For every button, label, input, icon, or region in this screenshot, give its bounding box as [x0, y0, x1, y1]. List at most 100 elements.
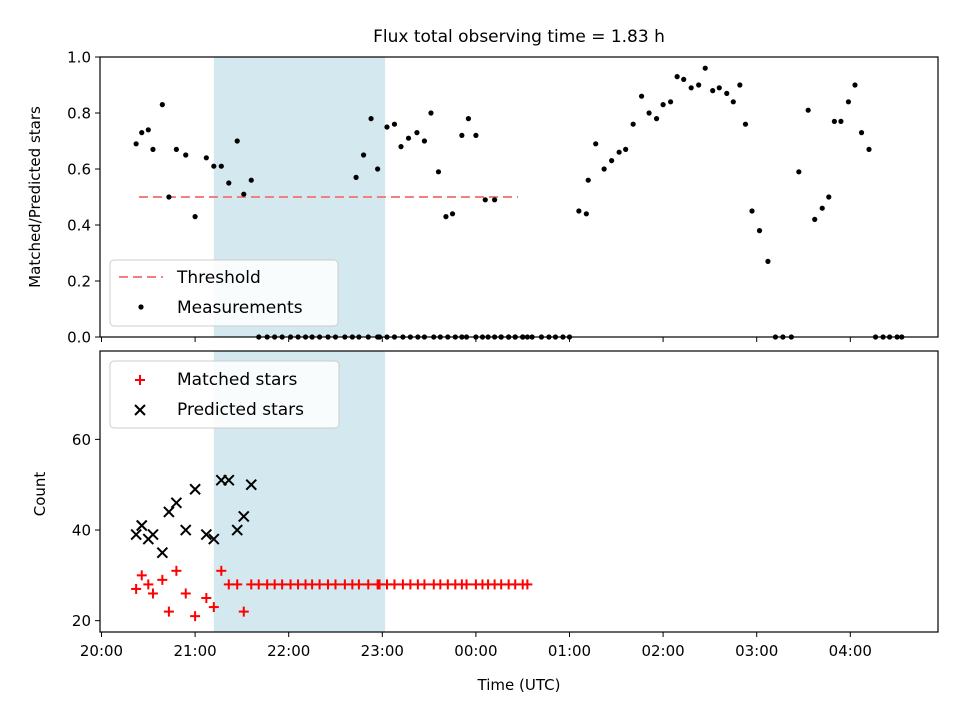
- matched-star-point: [419, 579, 430, 590]
- matched-star-point: [216, 565, 227, 576]
- matched-star-point: [136, 570, 147, 581]
- predicted-star-point: [147, 528, 159, 541]
- legend-matched-swatch: [135, 375, 145, 385]
- measurement-point: [226, 180, 232, 186]
- matched-star-point: [353, 579, 364, 590]
- measurement-point: [688, 85, 694, 91]
- legend-bottom: Matched stars Predicted stars: [109, 360, 340, 429]
- measurement-point: [812, 216, 818, 222]
- measurement-point: [667, 99, 674, 105]
- measurement-point: [405, 135, 412, 141]
- measurement-point: [443, 214, 449, 220]
- measurement-point: [428, 110, 434, 116]
- top-y-axis-label: Matched/Predicted stars: [26, 106, 44, 288]
- matched-star-point: [232, 579, 243, 590]
- measurement-point: [737, 82, 743, 88]
- x-tick-label: 03:00: [735, 642, 778, 660]
- measurement-point: [660, 102, 666, 108]
- measurement-point: [234, 138, 240, 144]
- measurement-point: [585, 177, 591, 183]
- x-tick-label: 20:00: [80, 642, 123, 660]
- x-tick-label: 02:00: [641, 642, 684, 660]
- measurement-point: [133, 141, 139, 147]
- measurement-point: [845, 99, 852, 105]
- matched-star-point: [131, 583, 142, 594]
- x-axis-label: Time (UTC): [477, 676, 561, 694]
- measurement-point: [838, 118, 844, 124]
- matched-star-point: [238, 606, 249, 617]
- matched-star-point: [314, 579, 325, 590]
- predicted-star-point: [156, 546, 169, 559]
- x-tick-label: 21:00: [173, 642, 216, 660]
- measurement-point: [702, 65, 708, 71]
- plot-frame: [99, 56, 939, 338]
- measurement-point: [150, 146, 156, 152]
- measurement-point: [765, 258, 771, 264]
- measurement-point: [391, 121, 398, 127]
- measurement-point: [681, 76, 687, 82]
- legend-predicted-label: Predicted stars: [177, 400, 304, 420]
- measurement-point: [145, 127, 151, 133]
- measurement-point: [449, 211, 456, 217]
- measurement-point: [353, 174, 359, 180]
- y-tick-label: 0.8: [67, 105, 91, 123]
- matched-star-point: [157, 574, 168, 585]
- matched-star-point: [190, 611, 201, 622]
- measurement-point: [796, 169, 802, 175]
- legend-threshold-label: Threshold: [176, 268, 261, 288]
- predicted-star-point: [180, 524, 192, 536]
- measurement-point: [166, 194, 172, 200]
- bottom-y-axis-label: Count: [31, 472, 49, 517]
- y-tick-label: 60: [72, 431, 91, 449]
- x-tick-label: 23:00: [361, 642, 404, 660]
- matched-star-point: [201, 593, 212, 604]
- measurement-point: [384, 124, 390, 130]
- measurement-point: [638, 93, 645, 99]
- measurement-point: [360, 152, 367, 158]
- measurement-point: [756, 228, 763, 234]
- measurement-point: [192, 214, 198, 220]
- matched-star-point: [389, 579, 400, 590]
- legend-measurements-label: Measurements: [177, 298, 303, 318]
- x-tick-label: 04:00: [829, 642, 872, 660]
- y-tick-label: 0.2: [67, 273, 91, 291]
- measurement-point: [492, 197, 498, 203]
- measurement-point: [852, 82, 858, 88]
- y-tick-label: 40: [72, 522, 91, 540]
- measurement-point: [710, 88, 716, 94]
- measurement-point: [724, 90, 730, 96]
- measurement-point: [435, 169, 442, 175]
- y-tick-label: 1.0: [67, 49, 91, 67]
- measurement-point: [609, 158, 615, 164]
- chart-title: Flux total observing time = 1.83 h: [373, 27, 665, 47]
- measurement-point: [730, 99, 736, 105]
- legend-top: Threshold Measurements: [109, 259, 339, 327]
- measurement-point: [173, 146, 179, 152]
- matched-star-point: [147, 588, 158, 599]
- matched-star-point: [253, 579, 264, 590]
- measurement-point: [248, 177, 254, 183]
- predicted-star-point: [170, 497, 183, 509]
- x-tick-label: 22:00: [267, 642, 310, 660]
- measurement-point: [616, 149, 622, 155]
- measurement-point: [653, 116, 660, 122]
- measurement-point: [831, 118, 837, 124]
- measurement-point: [183, 152, 189, 158]
- y-tick-label: 0.0: [67, 329, 91, 347]
- measurement-point: [696, 82, 702, 88]
- measurement-point: [826, 194, 832, 200]
- predicted-star-point: [238, 510, 250, 523]
- measurement-point: [742, 121, 749, 127]
- measurement-point: [482, 197, 488, 203]
- predicted-star-point: [189, 483, 201, 495]
- measurement-point: [465, 116, 472, 122]
- measurement-point: [473, 132, 479, 138]
- y-tick-label: 20: [72, 612, 91, 630]
- measurement-point: [749, 208, 755, 214]
- matched-star-point: [461, 579, 472, 590]
- measurement-point: [646, 110, 652, 116]
- matched-star-point: [180, 588, 191, 599]
- predicted-star-point: [245, 478, 257, 491]
- measurement-point: [368, 116, 374, 122]
